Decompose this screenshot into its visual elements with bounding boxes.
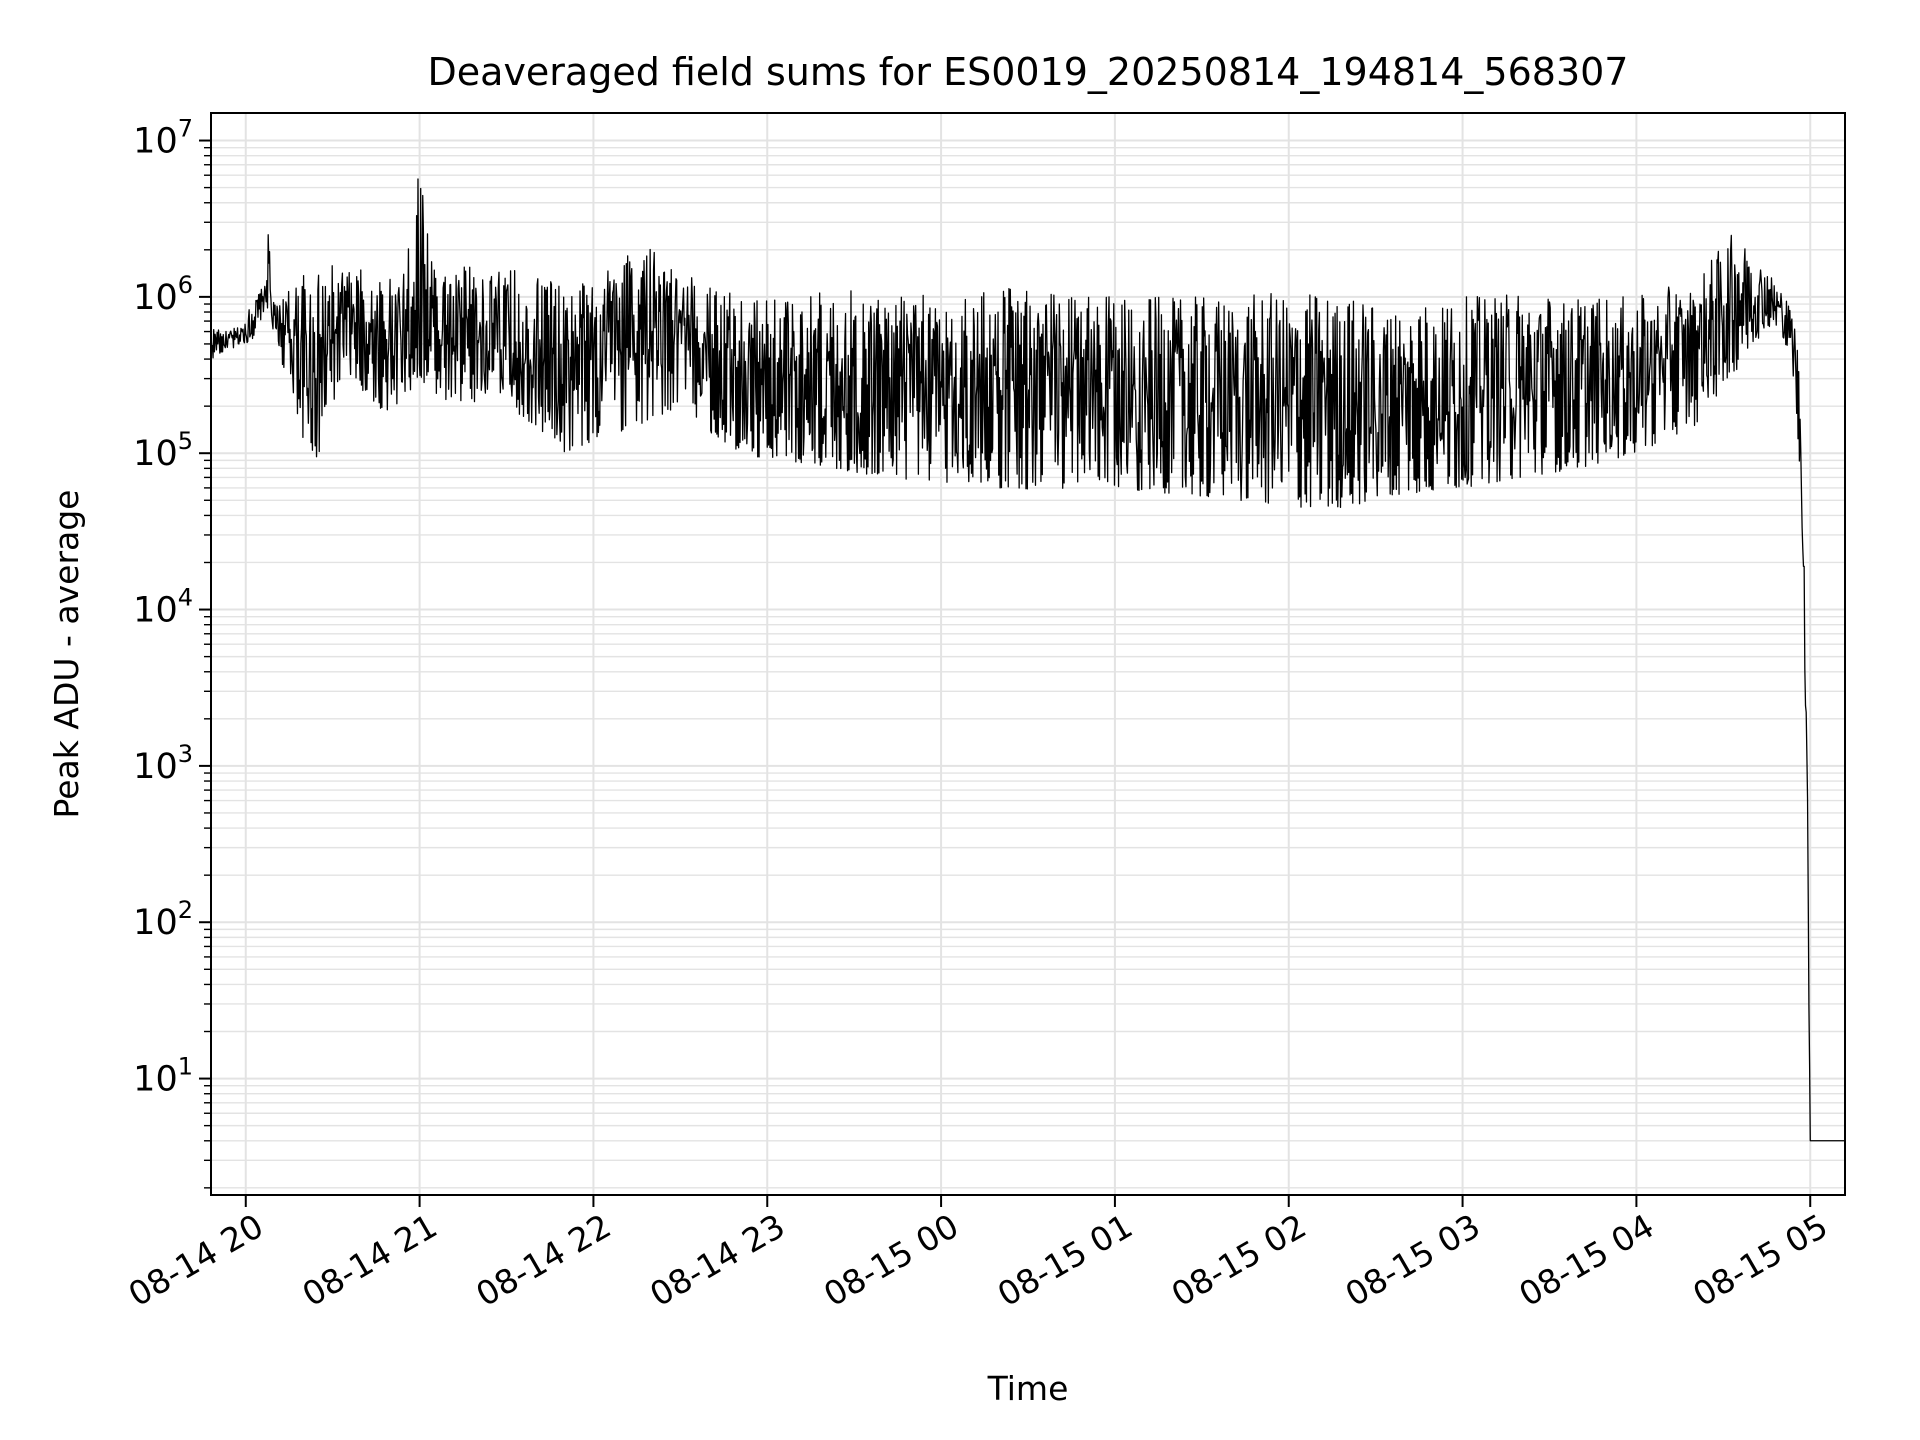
x-tick-label: 08-15 03 bbox=[1339, 1206, 1487, 1314]
data-series bbox=[210, 178, 1845, 1142]
y-tick-label: 101 bbox=[133, 1053, 193, 1100]
chart-title: Deaveraged field sums for ES0019_2025081… bbox=[428, 50, 1629, 94]
x-tick-label: 08-15 04 bbox=[1512, 1206, 1660, 1314]
y-axis-label: Peak ADU - average bbox=[47, 490, 86, 819]
x-tick-label: 08-15 05 bbox=[1686, 1206, 1834, 1314]
x-tick-label: 08-14 20 bbox=[122, 1206, 270, 1314]
x-tick-label: 08-15 01 bbox=[991, 1206, 1139, 1314]
y-tick-label: 106 bbox=[133, 271, 193, 318]
y-tick-label: 105 bbox=[133, 427, 193, 474]
x-tick-label: 08-15 02 bbox=[1165, 1206, 1313, 1314]
x-tick-label: 08-15 00 bbox=[817, 1206, 965, 1314]
series-line bbox=[210, 178, 1845, 1142]
x-axis-label: Time bbox=[987, 1369, 1069, 1408]
y-tick-label: 103 bbox=[133, 740, 193, 787]
x-tick-label: 08-14 23 bbox=[643, 1206, 791, 1314]
y-tick-label: 102 bbox=[133, 896, 193, 943]
y-tick-label: 107 bbox=[133, 115, 193, 162]
plot-frame bbox=[210, 112, 1846, 1196]
x-tick-label: 08-14 21 bbox=[296, 1206, 444, 1314]
y-tick-label: 104 bbox=[133, 584, 193, 631]
x-tick-label: 08-14 22 bbox=[469, 1206, 617, 1314]
